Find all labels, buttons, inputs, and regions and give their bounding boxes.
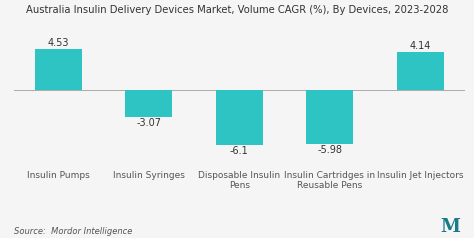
Bar — [397, 52, 444, 90]
Bar — [216, 90, 263, 145]
Text: Source:  Mordor Intelligence: Source: Mordor Intelligence — [14, 227, 133, 236]
Bar — [35, 49, 82, 90]
Text: Australia Insulin Delivery Devices Market, Volume CAGR (%), By Devices, 2023-202: Australia Insulin Delivery Devices Marke… — [26, 5, 448, 15]
Text: -5.98: -5.98 — [318, 145, 342, 155]
Text: 4.14: 4.14 — [410, 41, 431, 51]
Text: -3.07: -3.07 — [137, 118, 161, 128]
Text: -6.1: -6.1 — [230, 146, 249, 156]
Text: 4.53: 4.53 — [47, 38, 69, 48]
Bar — [125, 90, 173, 118]
Text: M: M — [440, 218, 460, 236]
Bar — [306, 90, 354, 144]
